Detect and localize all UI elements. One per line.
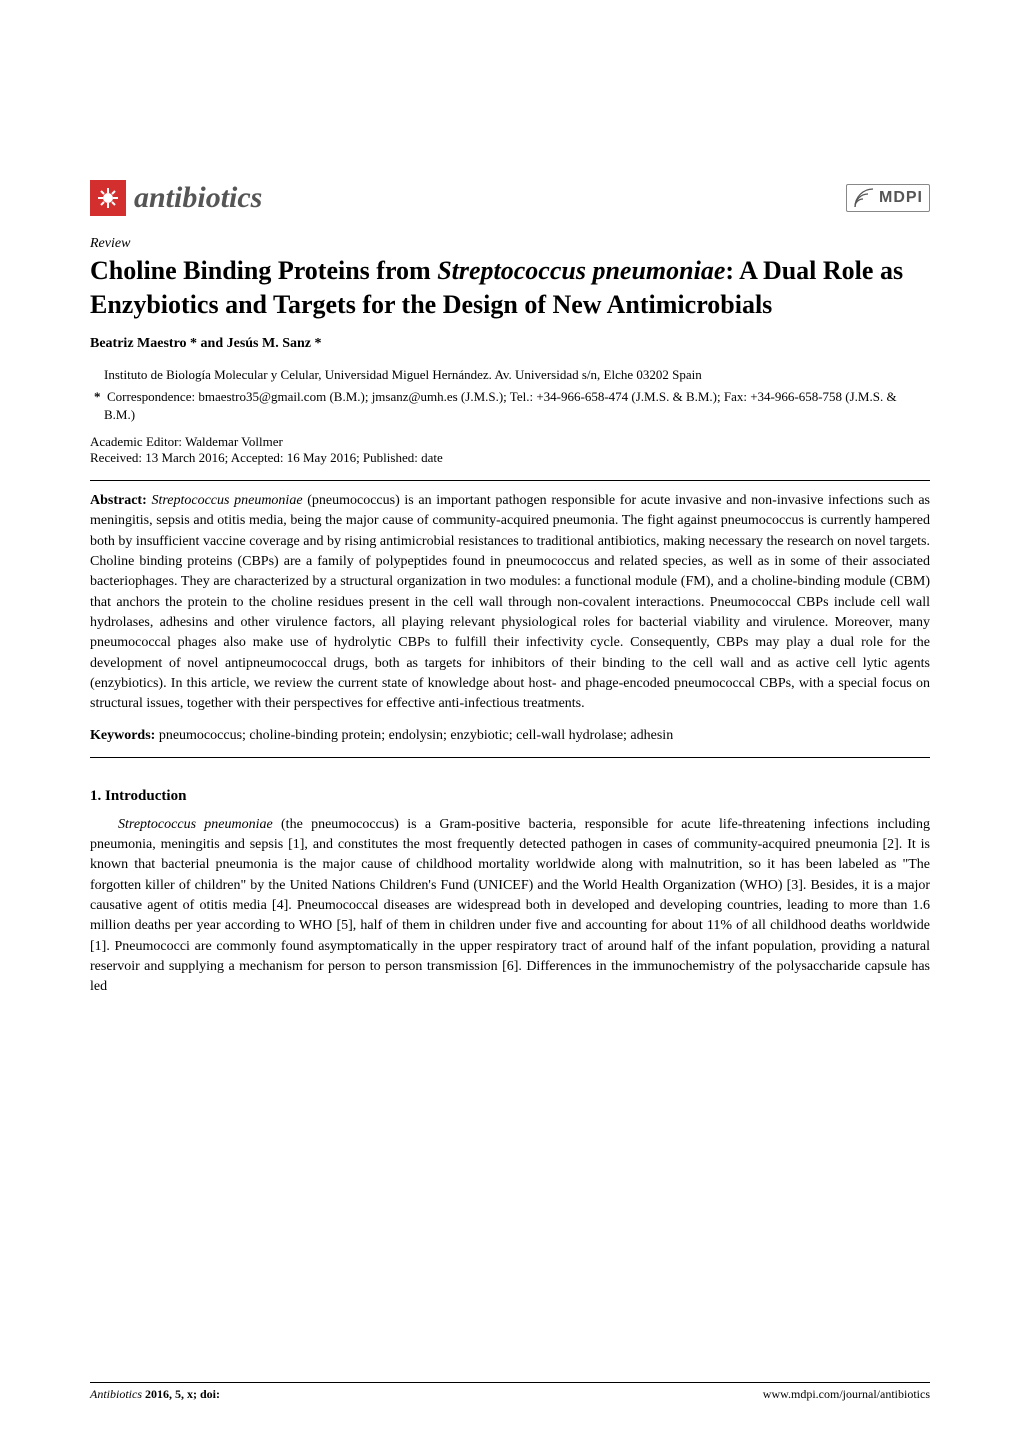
intro-body: (the pneumococcus) is a Gram-positive ba… [90,817,930,994]
affiliation: Instituto de Biología Molecular y Celula… [90,366,930,384]
antibiotics-icon [90,180,126,216]
footer-citation: 2016, 5, x; doi: [142,1387,220,1401]
abstract-label: Abstract: [90,493,147,508]
article-type: Review [90,236,930,252]
abstract-species: Streptococcus pneumoniae [151,493,302,508]
footer-url: www.mdpi.com/journal/antibiotics [763,1387,930,1402]
journal-logo: antibiotics [90,180,262,216]
academic-editor: Academic Editor: Waldemar Vollmer [90,434,930,450]
keywords-label: Keywords: [90,728,155,743]
abstract-block: Abstract: Streptococcus pneumoniae (pneu… [90,480,930,758]
correspondence-text: Correspondence: bmaestro35@gmail.com (B.… [104,389,897,422]
correspondence: * Correspondence: bmaestro35@gmail.com (… [90,388,930,424]
journal-name: antibiotics [134,181,262,215]
introduction-paragraph: Streptococcus pneumoniae (the pneumococc… [90,815,930,998]
publisher-name: MDPI [879,189,923,207]
page-footer: Antibiotics 2016, 5, x; doi: www.mdpi.co… [90,1382,930,1402]
title-part1: Choline Binding Proteins from [90,256,437,285]
article-title: Choline Binding Proteins from Streptococ… [90,254,930,322]
abstract-body: (pneumococcus) is an important pathogen … [90,493,930,711]
keywords: Keywords: pneumococcus; choline-binding … [90,726,930,746]
authors: Beatriz Maestro * and Jesús M. Sanz * [90,336,930,352]
keywords-body: pneumococcus; choline-binding protein; e… [155,728,673,743]
mdpi-arcs-icon [853,187,875,209]
intro-species: Streptococcus pneumoniae [118,817,273,832]
header-row: antibiotics MDPI [90,180,930,216]
footer-left: Antibiotics 2016, 5, x; doi: [90,1387,220,1402]
mdpi-logo: MDPI [846,184,930,212]
section-1-header: 1. Introduction [90,788,930,805]
publication-dates: Received: 13 March 2016; Accepted: 16 Ma… [90,450,930,466]
footer-journal: Antibiotics [90,1387,142,1401]
title-species: Streptococcus pneumoniae [437,256,725,285]
abstract-text: Abstract: Streptococcus pneumoniae (pneu… [90,491,930,714]
